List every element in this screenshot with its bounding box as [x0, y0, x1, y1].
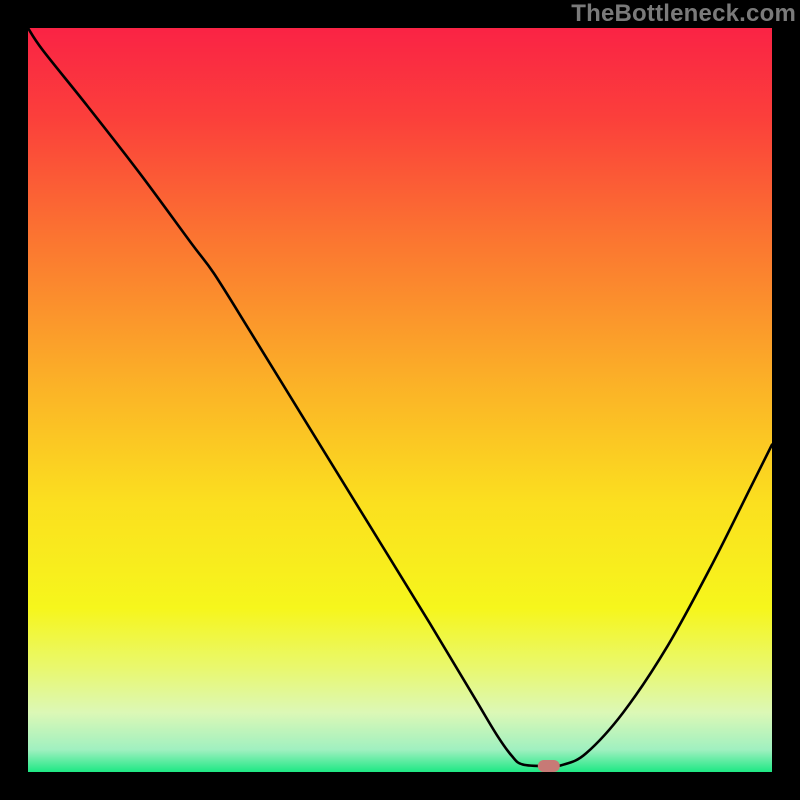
- chart-frame: TheBottleneck.com: [0, 0, 800, 800]
- bottleneck-curve-chart: [0, 0, 800, 800]
- watermark-text: TheBottleneck.com: [571, 0, 796, 28]
- plot-background: [28, 28, 772, 772]
- minimum-marker: [538, 760, 560, 772]
